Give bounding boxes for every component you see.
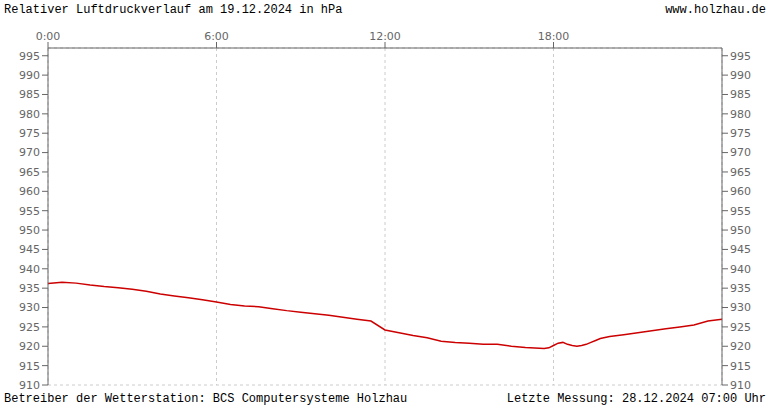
svg-text:935: 935 xyxy=(730,282,751,295)
svg-text:995: 995 xyxy=(730,50,751,63)
svg-text:930: 930 xyxy=(19,301,40,314)
svg-text:955: 955 xyxy=(730,205,751,218)
html-text:Betreiber der Wetterstation: B: Betreiber der Wetterstation: BCS Compute… xyxy=(4,392,408,406)
html-text:Letzte Messung: 28.12.2024 07:: Letzte Messung: 28.12.2024 07:00 Uhr xyxy=(506,392,766,406)
svg-text:935: 935 xyxy=(19,282,40,295)
svg-text:960: 960 xyxy=(19,185,40,198)
svg-text:6:00: 6:00 xyxy=(204,30,229,43)
svg-text:915: 915 xyxy=(730,360,751,373)
svg-text:995: 995 xyxy=(19,50,40,63)
svg-text:985: 985 xyxy=(19,88,40,101)
svg-text:970: 970 xyxy=(730,146,751,159)
svg-text:915: 915 xyxy=(19,360,40,373)
html-text:Relativer Luftdruckverlauf am: Relativer Luftdruckverlauf am 19.12.2024… xyxy=(4,3,343,17)
svg-text:970: 970 xyxy=(19,146,40,159)
svg-text:965: 965 xyxy=(19,166,40,179)
svg-text:945: 945 xyxy=(19,243,40,256)
svg-text:0:00: 0:00 xyxy=(36,30,61,43)
svg-text:940: 940 xyxy=(730,263,751,276)
svg-text:960: 960 xyxy=(730,185,751,198)
svg-text:980: 980 xyxy=(730,108,751,121)
svg-text:925: 925 xyxy=(19,321,40,334)
svg-text:12:00: 12:00 xyxy=(369,30,401,43)
svg-text:990: 990 xyxy=(19,69,40,82)
svg-text:975: 975 xyxy=(19,127,40,140)
svg-text:18:00: 18:00 xyxy=(538,30,570,43)
svg-text:910: 910 xyxy=(19,379,40,389)
svg-text:910: 910 xyxy=(730,379,751,389)
svg-text:920: 920 xyxy=(19,340,40,353)
svg-text:945: 945 xyxy=(730,243,751,256)
svg-text:950: 950 xyxy=(19,224,40,237)
svg-text:965: 965 xyxy=(730,166,751,179)
svg-text:930: 930 xyxy=(730,301,751,314)
svg-text:985: 985 xyxy=(730,88,751,101)
svg-text:975: 975 xyxy=(730,127,751,140)
svg-text:950: 950 xyxy=(730,224,751,237)
svg-text:990: 990 xyxy=(730,69,751,82)
svg-text:925: 925 xyxy=(730,321,751,334)
html-text:www.holzhau.de: www.holzhau.de xyxy=(665,3,766,17)
svg-text:980: 980 xyxy=(19,108,40,121)
svg-text:955: 955 xyxy=(19,205,40,218)
svg-text:940: 940 xyxy=(19,263,40,276)
svg-text:920: 920 xyxy=(730,340,751,353)
